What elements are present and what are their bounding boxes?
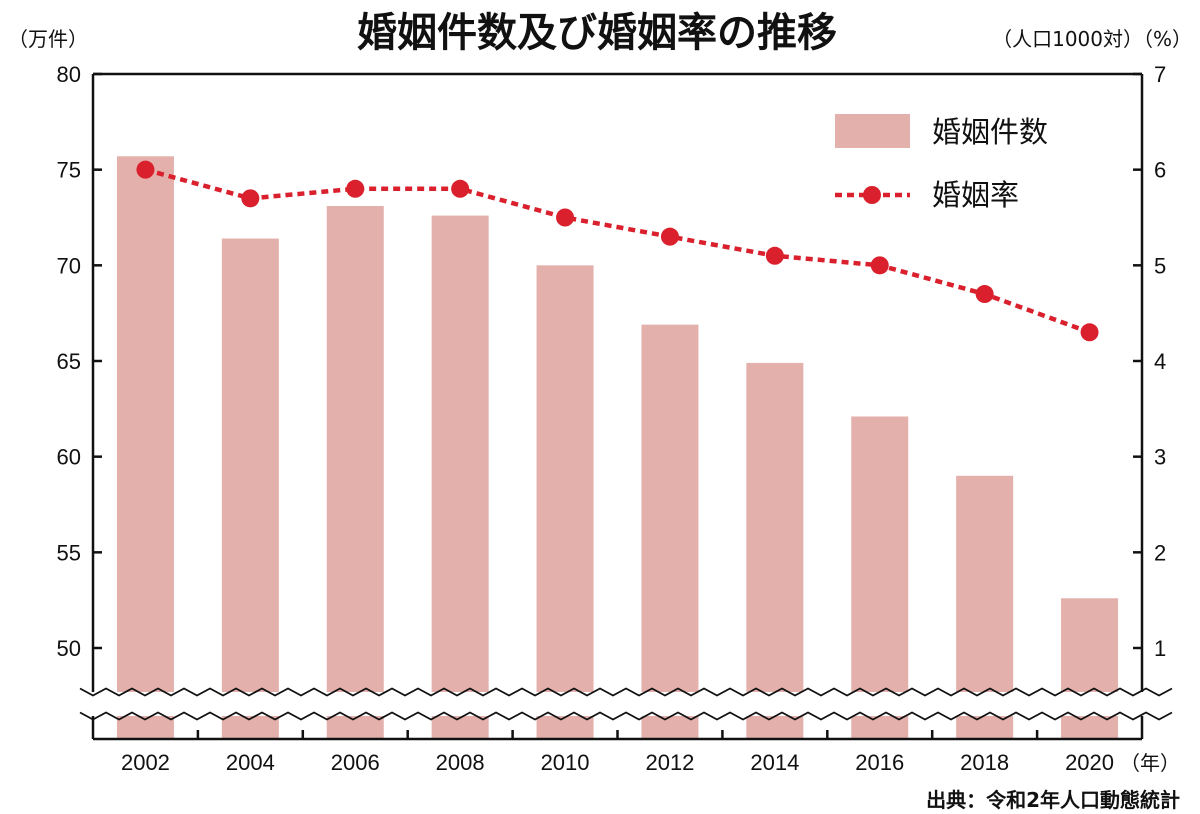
break-band <box>80 692 1180 716</box>
x-tick-label: 2012 <box>645 750 694 775</box>
rate-point-2004 <box>241 189 260 208</box>
x-axis-unit: （年） <box>1120 751 1180 775</box>
break-line-top <box>79 687 1173 697</box>
break-line-bottom <box>79 711 1173 721</box>
axes <box>91 72 1144 741</box>
rate-point-2010 <box>556 208 575 227</box>
rate-point-2020 <box>1080 323 1099 342</box>
legend-swatch-marker <box>863 186 881 204</box>
rate-point-2016 <box>870 256 889 275</box>
legend-label-rate: 婚姻率 <box>932 178 1019 212</box>
bar-2014 <box>746 362 804 739</box>
right-tick-label: 1 <box>1154 636 1166 661</box>
bar-2002 <box>116 156 174 740</box>
bar-2010 <box>536 265 594 739</box>
x-tick-label: 2020 <box>1065 750 1114 775</box>
rate-point-2012 <box>660 227 679 246</box>
rate-point-2008 <box>451 179 470 198</box>
left-tick-label: 70 <box>57 253 81 278</box>
x-tick-label: 2002 <box>121 750 170 775</box>
left-axis-unit: （万件） <box>8 27 88 51</box>
right-tick-label: 5 <box>1154 253 1166 278</box>
rate-point-2006 <box>346 179 365 198</box>
right-tick-label: 4 <box>1154 349 1166 374</box>
right-tick-label: 7 <box>1154 62 1166 87</box>
bar-2016 <box>851 416 909 739</box>
x-tick-label: 2016 <box>855 750 904 775</box>
rate-series <box>136 160 1099 342</box>
axis-break <box>79 687 1180 721</box>
left-tick-label: 80 <box>57 62 81 87</box>
x-tick-label: 2014 <box>750 750 799 775</box>
rate-point-2018 <box>975 285 994 304</box>
left-tick-label: 60 <box>57 445 81 470</box>
x-axis-ticks: 2002 2004 2006 2008 2010 2012 2014 2016 2018 2020 <box>121 730 1114 775</box>
left-axis-ticks: 80 75 70 65 60 55 50 <box>57 62 102 661</box>
x-tick-label: 2018 <box>960 750 1009 775</box>
right-tick-label: 3 <box>1154 445 1166 470</box>
bar-2004 <box>221 238 279 739</box>
right-tick-label: 2 <box>1154 540 1166 565</box>
legend: 婚姻件数 婚姻率 <box>835 114 1048 212</box>
bar-2006 <box>326 206 384 739</box>
legend-swatch-bar <box>835 114 910 148</box>
source-note: 出典：令和2年人口動態統計 <box>926 788 1180 812</box>
x-tick-label: 2008 <box>436 750 485 775</box>
left-tick-label: 65 <box>57 349 81 374</box>
left-tick-label: 55 <box>57 540 81 565</box>
left-tick-label: 50 <box>57 636 81 661</box>
bar-2008 <box>431 215 489 739</box>
x-tick-label: 2004 <box>226 750 275 775</box>
right-axis-unit: （人口1000対）（%） <box>992 27 1192 51</box>
right-axis-ticks: 7 6 5 4 3 2 1 <box>1133 62 1166 661</box>
x-tick-label: 2010 <box>541 750 590 775</box>
x-tick-label: 2006 <box>331 750 380 775</box>
legend-label-count: 婚姻件数 <box>932 115 1048 149</box>
bar-series <box>116 156 1119 740</box>
chart-title: 婚姻件数及び婚姻率の推移 <box>357 10 837 56</box>
right-tick-label: 6 <box>1154 158 1166 183</box>
rate-point-2014 <box>765 246 784 265</box>
rate-point-2002 <box>136 160 155 179</box>
rate-line <box>144 167 1091 335</box>
bar-2012 <box>641 324 699 739</box>
left-tick-label: 75 <box>57 158 81 183</box>
